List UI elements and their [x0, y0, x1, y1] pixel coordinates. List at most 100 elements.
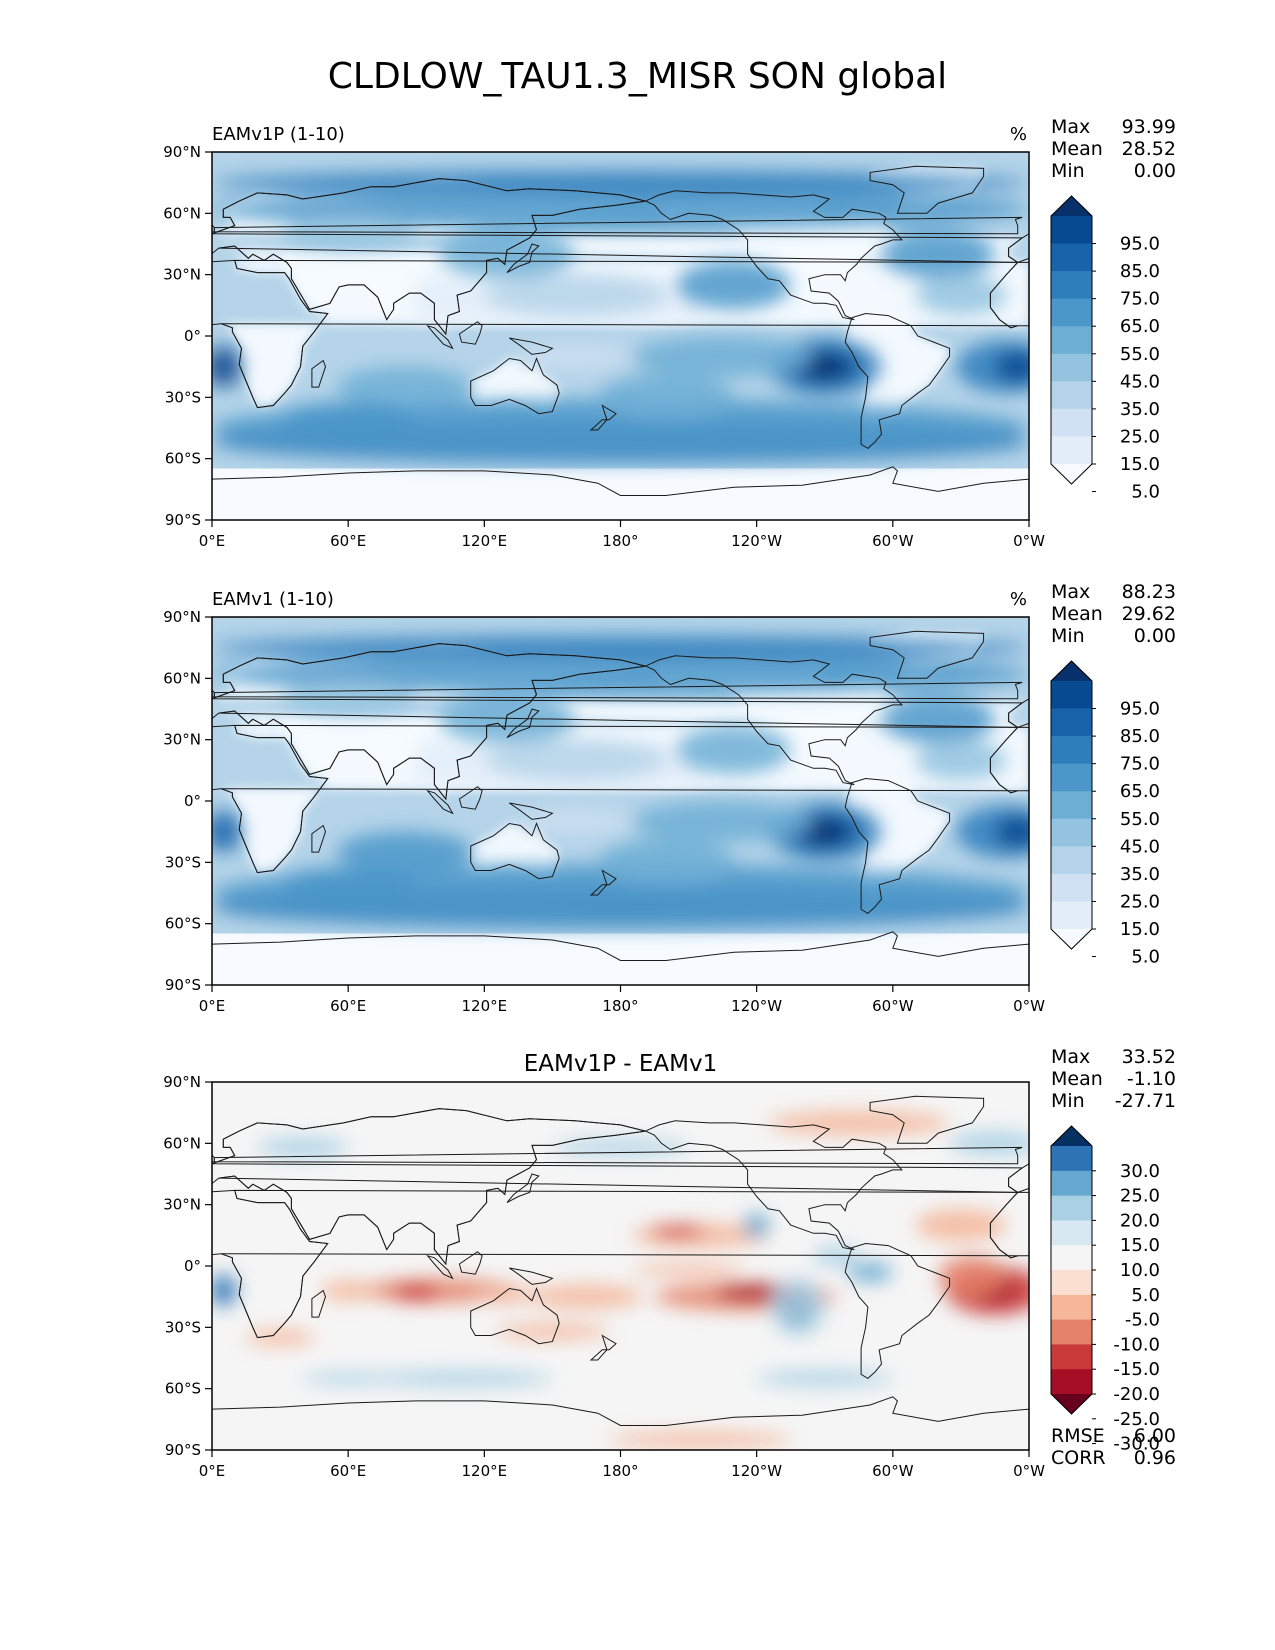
lon-tick-label: 120°W — [731, 997, 782, 1015]
coastline-greenland — [869, 1095, 985, 1144]
coastline-madagascar — [311, 1289, 327, 1318]
stat-value: 0.00 — [1134, 160, 1176, 182]
lon-tick-label: 120°W — [731, 1462, 782, 1480]
colorbar-extend-top — [1051, 1126, 1092, 1146]
colorbar-segment — [1051, 271, 1092, 300]
colorbar-segment — [1051, 901, 1092, 930]
colorbar-segment — [1051, 791, 1092, 820]
colorbar-segment — [1051, 873, 1092, 902]
lat-tick-label: 30°N — [163, 1196, 201, 1214]
coastline-eurasia-wrap — [212, 643, 646, 801]
stat-label: Max — [1051, 581, 1090, 603]
stat-label: Min — [1051, 160, 1085, 182]
coastline-australia — [470, 1287, 560, 1345]
lat-tick-label: 60°S — [165, 915, 201, 933]
panel-center-title: EAMv1P - EAMv1 — [524, 1051, 718, 1077]
colorbar: 30.0 25.0 20.0 15.0 10.0 5.0 -5.0 -10.0 -15.0 -20… — [1050, 1125, 1160, 1455]
field-blobs — [212, 1110, 1029, 1448]
stat-value: -27.71 — [1115, 1090, 1176, 1112]
coastline-borneo — [458, 1251, 483, 1275]
coastlines — [212, 1095, 1029, 1450]
colorbar-label: 5.0 — [1131, 1285, 1160, 1306]
colorbar-label: 75.0 — [1120, 754, 1160, 775]
colorbar-segment — [1051, 1294, 1092, 1321]
coastline-japan — [506, 708, 540, 739]
colorbar-segment — [1051, 1170, 1092, 1197]
coastline-antarctica — [212, 1396, 1029, 1450]
colorbar-segment — [1051, 243, 1092, 272]
stat-label: Mean — [1051, 138, 1103, 160]
colorbar-segment — [1051, 681, 1092, 710]
coastlines — [212, 165, 1029, 520]
coastline-europe_wrap — [1008, 1163, 1029, 1193]
lat-tick-label: 60°N — [163, 1134, 201, 1152]
colorbar-segment — [1051, 1146, 1092, 1172]
coastline-nz — [589, 869, 617, 896]
stat-value: 33.52 — [1122, 1046, 1176, 1068]
colorbar-segment — [1051, 1220, 1092, 1246]
colorbar-segment — [1051, 736, 1092, 765]
colorbar-segment — [1051, 846, 1092, 875]
coastline-png — [509, 337, 554, 355]
coastline-n_america — [644, 655, 904, 786]
panel-units: % — [1010, 589, 1027, 610]
coastline-japan — [506, 243, 540, 274]
coastline-australia — [470, 822, 560, 880]
coastline-borneo — [458, 321, 483, 345]
coastline-africa-wrap — [212, 259, 329, 409]
lon-tick-label: 180° — [602, 532, 638, 550]
lon-tick-label: 0°W — [1013, 1462, 1045, 1480]
coastline-s_america — [844, 1242, 951, 1380]
coastline-greenland — [869, 165, 985, 214]
coastline-uk-wrap — [212, 1154, 215, 1163]
coastlines — [212, 630, 1029, 985]
stat-value: 0.00 — [1134, 625, 1176, 647]
coastline-japan — [506, 1173, 540, 1204]
coastline-png — [509, 1267, 554, 1285]
lat-tick-label: 0° — [184, 327, 201, 345]
colorbar-label: 35.0 — [1120, 399, 1160, 420]
field-blobs — [212, 635, 1029, 928]
coastline-n_america — [644, 1120, 904, 1251]
coastline-n_america — [644, 190, 904, 321]
colorbar-label: 35.0 — [1120, 864, 1160, 885]
colorbar-label: 15.0 — [1120, 919, 1160, 940]
lon-tick-label: 0°E — [199, 1462, 226, 1480]
lon-tick-label: 60°E — [330, 532, 366, 550]
coastline-africa_wrap — [989, 1191, 1029, 1259]
coastline-s_america — [844, 777, 951, 915]
colorbar-label: 45.0 — [1120, 836, 1160, 857]
lat-tick-label: 60°N — [163, 204, 201, 222]
stat-label: Max — [1051, 1046, 1090, 1068]
contour-field — [212, 617, 1029, 985]
colorbar-extend-top — [1051, 661, 1092, 681]
colorbar: 95.0 85.0 75.0 65.0 55.0 45.0 35.0 25.0 15.0 5.0 — [1050, 660, 1160, 968]
lon-tick-label: 120°E — [462, 532, 508, 550]
colorbar-label: 25.0 — [1120, 1186, 1160, 1207]
coastline-europe_wrap — [1008, 698, 1029, 728]
colorbar-label: 65.0 — [1120, 781, 1160, 802]
lat-tick-label: 30°S — [165, 1318, 201, 1336]
coastline-europe_wrap — [1008, 233, 1029, 263]
colorbar-label: 5.0 — [1131, 482, 1160, 503]
lat-tick-label: 90°S — [165, 511, 201, 529]
stat-value: 93.99 — [1122, 116, 1176, 138]
coastline-africa_wrap — [989, 726, 1029, 794]
colorbar-label: 25.0 — [1120, 426, 1160, 447]
lon-tick-label: 60°W — [872, 1462, 914, 1480]
coastline-greenland — [869, 630, 985, 679]
extra-stat-value: 0.96 — [1134, 1447, 1176, 1469]
colorbar-label: 95.0 — [1120, 699, 1160, 720]
colorbar-label: 75.0 — [1120, 289, 1160, 310]
colorbar-label: 85.0 — [1120, 726, 1160, 747]
figure-title: CLDLOW_TAU1.3_MISR SON global — [327, 56, 948, 97]
coastline-madagascar — [311, 359, 327, 388]
field-base — [212, 1082, 1029, 1450]
field-blobs — [212, 170, 1029, 463]
lat-tick-label: 60°S — [165, 1380, 201, 1398]
coastline-antarctica — [212, 466, 1029, 520]
colorbar-label: 10.0 — [1120, 1260, 1160, 1281]
colorbar-label: 5.0 — [1131, 947, 1160, 968]
coastline-nz — [589, 1334, 617, 1361]
